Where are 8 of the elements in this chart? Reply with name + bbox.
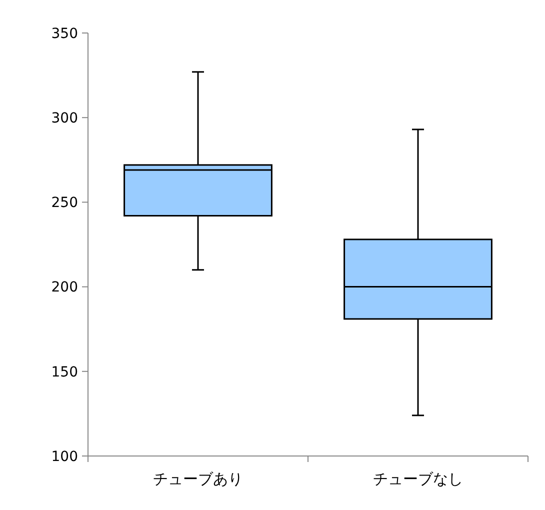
y-tick-label: 350 [51,26,78,42]
y-tick-label: 100 [51,448,78,465]
y-tick-label: 200 [51,280,78,296]
x-tick-label: チューブあり [153,470,243,488]
y-tick-label: 150 [51,364,78,380]
x-tick-label: チューブなし [373,470,463,488]
y-tick-label: 300 [51,110,78,126]
y-tick-label: 250 [51,195,78,212]
